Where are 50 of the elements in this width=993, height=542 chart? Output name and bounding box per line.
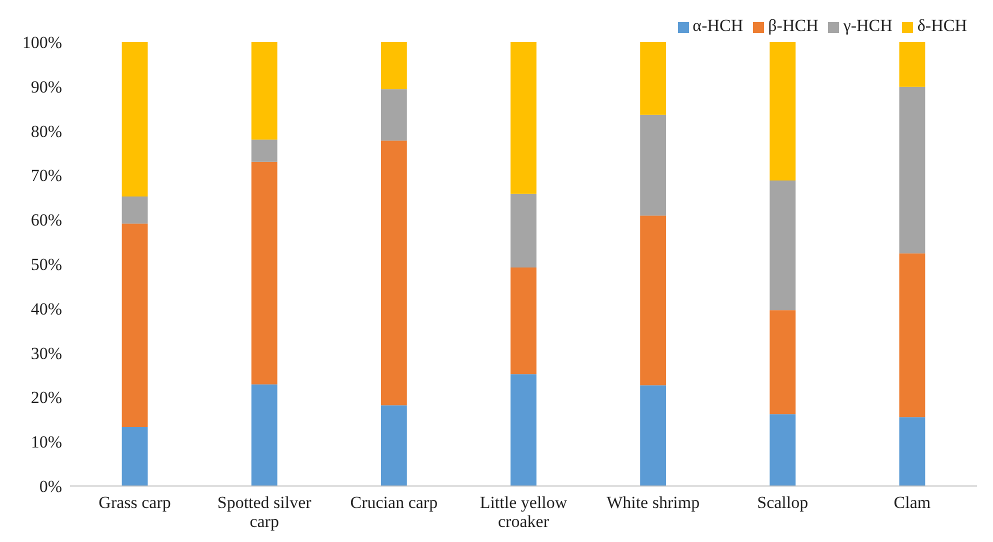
legend-label: α-HCH (692, 16, 744, 35)
legend-label: β-HCH (768, 16, 818, 35)
bar (380, 89, 407, 141)
bar (251, 384, 278, 486)
bar (251, 162, 278, 384)
y-tick-label: 30% (30, 344, 62, 363)
y-tick-label: 60% (30, 210, 62, 230)
bar (510, 42, 536, 194)
bar (380, 405, 407, 486)
bar (122, 196, 148, 224)
bar (251, 140, 278, 162)
bar (899, 417, 926, 486)
x-tick-label: Crucian carp (350, 493, 438, 512)
y-tick-label: 40% (30, 299, 62, 318)
x-tick-label: White shrimp (606, 493, 700, 512)
y-tick-label: 100% (22, 33, 62, 52)
bar (899, 42, 926, 87)
bar (380, 42, 407, 90)
bar (122, 42, 148, 197)
bar (770, 42, 796, 181)
bar (770, 310, 796, 414)
x-tick-label: Grass carp (98, 493, 171, 512)
bar (640, 114, 666, 216)
bar (899, 86, 926, 254)
bar (510, 268, 536, 374)
y-tick-label: 0% (39, 477, 62, 496)
bar (251, 42, 278, 140)
y-tick-label: 50% (30, 255, 62, 274)
x-tick-label: Clam (894, 493, 931, 512)
y-tick-label: 70% (30, 166, 62, 186)
y-tick-label: 10% (30, 432, 62, 452)
bar (640, 216, 666, 386)
bar (510, 194, 536, 268)
legend-label: γ-HCH (843, 16, 892, 35)
bar (122, 224, 148, 427)
y-tick-label: 20% (30, 388, 62, 408)
bar (899, 253, 926, 418)
bar (510, 374, 536, 486)
x-tick-label: Spotted silver carp (217, 493, 312, 531)
legend-label: δ-HCH (917, 16, 967, 35)
bar (770, 414, 796, 486)
bar (640, 42, 666, 115)
x-tick-label: Scallop (757, 493, 808, 512)
y-tick-label: 90% (30, 77, 62, 96)
bar (770, 180, 796, 310)
bar (122, 426, 148, 486)
x-tick-label: Little yellow croaker (480, 493, 568, 531)
y-tick-label: 80% (30, 122, 62, 141)
bar (380, 140, 407, 406)
bar (640, 385, 666, 486)
